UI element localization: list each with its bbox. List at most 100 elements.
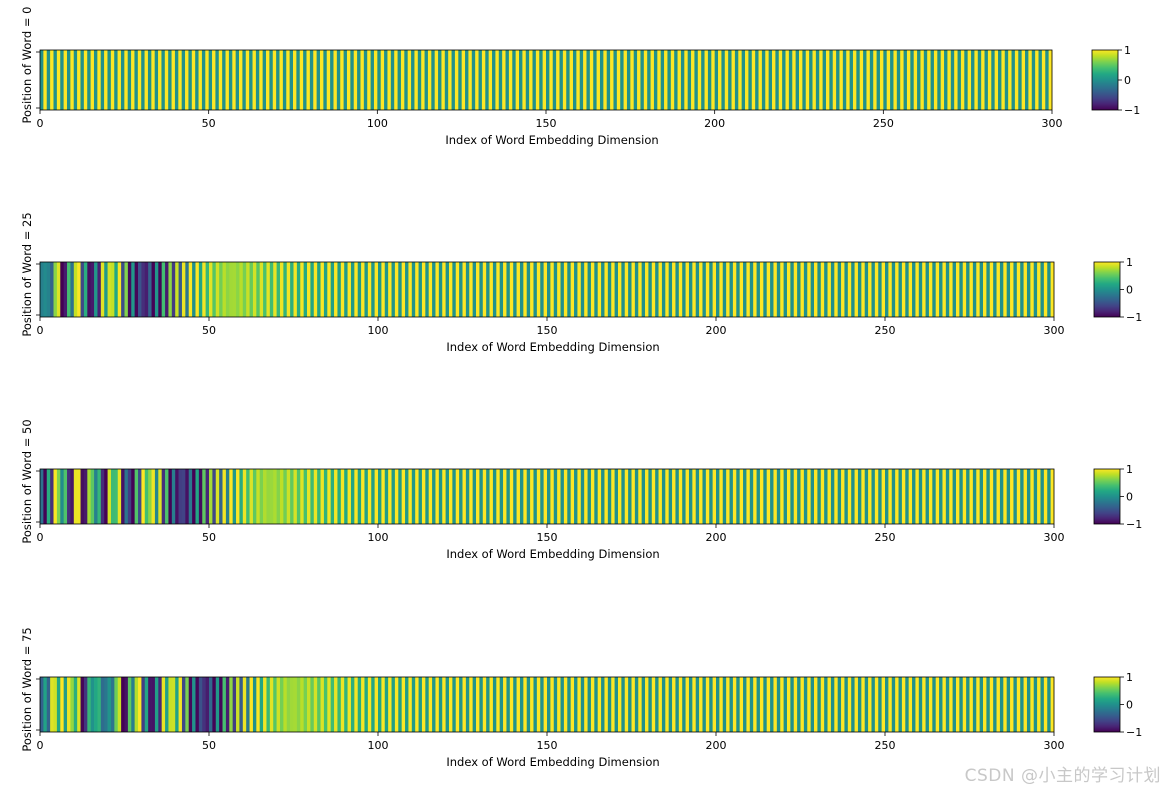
heatmap-cell [645, 469, 649, 524]
heatmap-cell [320, 469, 325, 524]
heatmap-cell [283, 262, 288, 317]
heatmap-cell [438, 50, 442, 110]
heatmap-cell [962, 469, 967, 524]
heatmap-cell [1003, 469, 1008, 524]
heatmap-cell [475, 50, 479, 110]
colorbar-tick-label: −1 [1126, 518, 1142, 531]
heatmap-cell [748, 50, 753, 110]
heatmap-cell [834, 677, 839, 732]
heatmap-cell [134, 469, 139, 524]
heatmap-cell [90, 469, 95, 524]
heatmap-cell [124, 262, 129, 317]
heatmap-cell [174, 50, 179, 110]
heatmap-cell [495, 50, 500, 110]
heatmap-cell [77, 469, 81, 524]
heatmap-cell [303, 50, 307, 110]
colorbar [1093, 676, 1121, 733]
heatmap-cell [761, 50, 766, 110]
heatmap-cell [674, 50, 678, 110]
heatmap-cell [695, 677, 700, 732]
heatmap-cell [519, 677, 524, 732]
heatmap-cell [252, 677, 257, 732]
heatmap-cell [604, 262, 609, 317]
heatmap-cell [513, 677, 517, 732]
heatmap-cell [344, 469, 348, 524]
heatmap-cell [719, 677, 724, 732]
heatmap-cell [394, 262, 399, 317]
heatmap-cell [461, 50, 466, 110]
heatmap-cell [421, 50, 425, 110]
heatmap-cell [955, 469, 960, 524]
heatmap-cell [749, 262, 754, 317]
heatmap-cell [378, 469, 382, 524]
heatmap-cell [144, 469, 149, 524]
heatmap-cell [986, 262, 991, 317]
heatmap-cell [418, 262, 423, 317]
heatmap-cell [1047, 469, 1051, 524]
heatmap-cell [171, 677, 176, 732]
heatmap-cell [863, 50, 867, 110]
heatmap-cell [722, 469, 727, 524]
heatmap-cell [360, 50, 365, 110]
heatmap-cell [844, 677, 849, 732]
heatmap-cell [607, 469, 612, 524]
heatmap-cell [1014, 50, 1019, 110]
x-tick-label: 300 [1044, 324, 1065, 337]
heatmap-cell [398, 469, 403, 524]
heatmap-cell [583, 50, 587, 110]
heatmap-cell [797, 262, 801, 317]
heatmap-cell [631, 677, 636, 732]
heatmap-cell [648, 677, 653, 732]
heatmap-cell [259, 50, 263, 110]
heatmap-cell [384, 677, 389, 732]
heatmap-cell [1033, 469, 1038, 524]
heatmap-cell [337, 469, 342, 524]
heatmap-cell [1026, 469, 1031, 524]
heatmap-cell [259, 677, 264, 732]
heatmap-cell [508, 50, 513, 110]
heatmap-cell [374, 262, 379, 317]
heatmap-cell [977, 50, 982, 110]
heatmap-cell [83, 50, 88, 110]
heatmap-cell [451, 50, 456, 110]
heatmap-cell [746, 469, 751, 524]
heatmap-cell [303, 677, 308, 732]
heatmap-cell [333, 50, 338, 110]
heatmap-cell [834, 469, 839, 524]
heatmap-cell [296, 677, 301, 732]
heatmap-cell [746, 262, 751, 317]
heatmap-cell [560, 262, 565, 317]
heatmap-cell [556, 50, 560, 110]
x-tick-label: 50 [202, 739, 216, 752]
heatmap-cell [1010, 677, 1014, 732]
heatmap-cell [947, 50, 952, 110]
heatmap-cell [620, 50, 624, 110]
heatmap-cell [192, 677, 196, 732]
colorbar-tick-label: 0 [1126, 284, 1133, 297]
heatmap-cell [829, 50, 834, 110]
heatmap-cell [515, 50, 520, 110]
heatmap-cell [705, 677, 710, 732]
heatmap-cell [776, 677, 781, 732]
heatmap-cell [117, 677, 122, 732]
heatmap-cell [912, 677, 916, 732]
heatmap-cell [269, 677, 274, 732]
heatmap-cell [161, 50, 166, 110]
heatmap-cell [289, 50, 294, 110]
heatmap-cell [438, 677, 443, 732]
heatmap-cell [759, 469, 764, 524]
heatmap-cell [790, 262, 795, 317]
heatmap-cell [688, 677, 693, 732]
colorbar-tick-label: 1 [1126, 671, 1133, 684]
heatmap-cell [668, 262, 673, 317]
heatmap-cell [658, 677, 663, 732]
heatmap-cell [786, 262, 791, 317]
heatmap-cell [702, 262, 707, 317]
heatmap-cell [562, 50, 567, 110]
heatmap-cell [127, 469, 132, 524]
heatmap-cell [374, 469, 379, 524]
heatmap-cell [225, 262, 230, 317]
heatmap-cell [364, 262, 369, 317]
heatmap-cell [455, 262, 460, 317]
heatmap-cell [432, 677, 436, 732]
